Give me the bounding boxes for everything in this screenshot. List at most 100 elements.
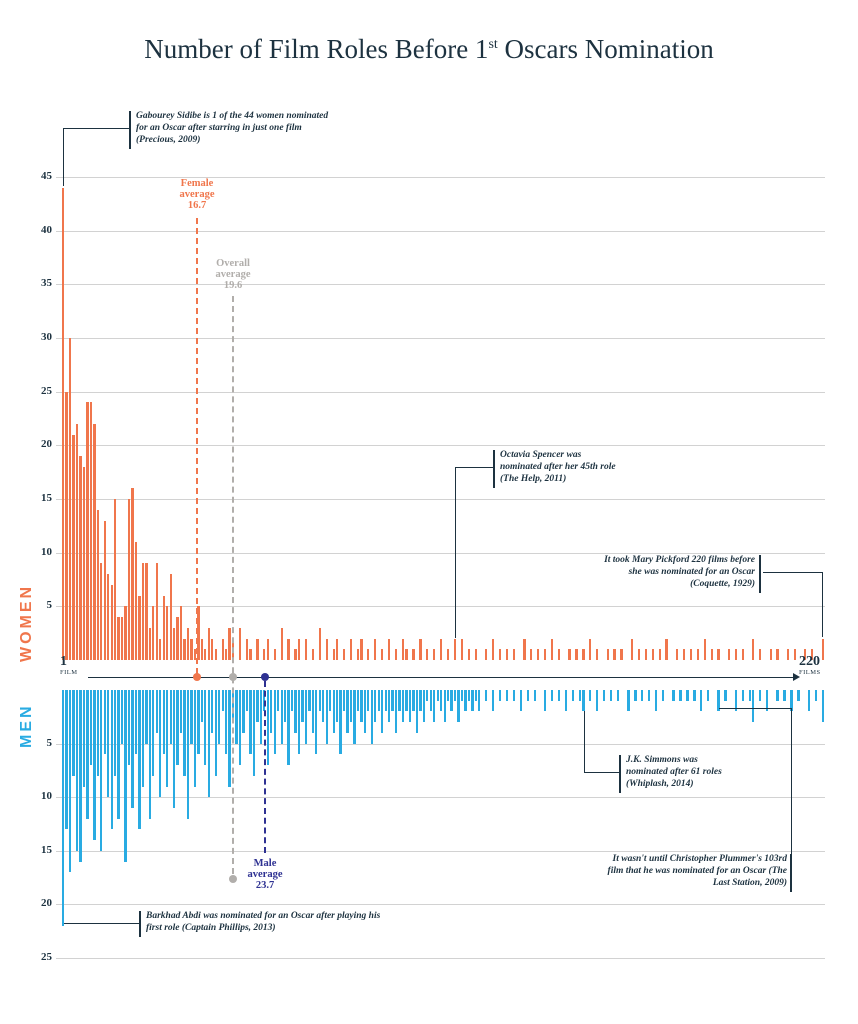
women-bar: [117, 617, 120, 660]
women-bar: [179, 606, 183, 660]
women-bar: [138, 595, 141, 660]
women-bar: [62, 187, 65, 660]
women-bar: [221, 638, 224, 660]
women-bar: [606, 649, 609, 660]
men-bar: [686, 690, 689, 701]
women-bar: [96, 509, 99, 660]
y-axis-tick-men: 5: [46, 736, 53, 749]
men-bar: [814, 690, 817, 701]
men-bar: [564, 690, 568, 712]
men-bar: [374, 690, 377, 723]
women-bar: [637, 649, 641, 660]
men-bar: [571, 690, 575, 701]
annotation-connector-line: [719, 708, 791, 709]
annotation-connector-line: [63, 128, 64, 186]
x-axis-start-label: 1 FILM: [60, 655, 78, 677]
women-bar: [134, 541, 138, 660]
women-bar: [183, 638, 186, 660]
men-bar: [370, 690, 373, 744]
men-bar: [204, 690, 207, 765]
men-bar: [89, 690, 93, 765]
men-bar: [557, 690, 561, 701]
women-bar: [204, 649, 207, 660]
men-bar: [190, 690, 193, 744]
women-bar: [717, 649, 720, 660]
male-average-label: Male average 23.7: [225, 858, 305, 891]
men-bar: [72, 690, 75, 776]
men-bar: [79, 690, 82, 862]
women-bar: [120, 617, 124, 660]
women-bar: [211, 638, 214, 660]
gridline-men: [56, 743, 825, 745]
women-bar: [335, 638, 339, 660]
men-bar: [82, 690, 86, 787]
men-bar: [249, 690, 252, 755]
women-bar: [405, 649, 408, 660]
women-bar: [741, 649, 745, 660]
men-bar: [301, 690, 304, 723]
chart-title: Number of Film Roles Before 1st Oscars N…: [0, 34, 858, 65]
women-bar: [752, 638, 755, 660]
women-bar: [228, 627, 231, 660]
men-bar: [700, 690, 703, 712]
annotation-connector-line: [759, 555, 761, 593]
female-average-word1: Female: [180, 178, 214, 189]
female-average-value: 16.7: [187, 200, 207, 211]
overall-average-dot-bottom: [229, 875, 237, 883]
gridline-men: [56, 797, 825, 799]
men-bar: [145, 690, 148, 744]
men-bar: [741, 690, 745, 701]
men-bar: [120, 690, 124, 744]
men-bar: [214, 690, 217, 776]
men-bar: [405, 690, 408, 712]
men-bar: [270, 690, 273, 733]
gridline-women: [56, 499, 825, 500]
men-bar: [443, 690, 446, 723]
men-bar: [360, 690, 363, 723]
men-bar: [460, 690, 464, 701]
men-bar: [609, 690, 613, 701]
men-bar: [235, 690, 238, 744]
men-bar: [176, 690, 179, 765]
women-bar: [492, 638, 495, 660]
women-bar: [367, 649, 370, 660]
y-axis-tick-women: 15: [41, 492, 52, 504]
y-axis-tick-women: 45: [41, 170, 52, 182]
women-bar: [166, 606, 169, 660]
men-bar: [179, 690, 183, 733]
men-bar: [734, 690, 738, 712]
women-bar: [575, 649, 578, 660]
annotation-connector-line: [455, 467, 456, 638]
women-bar: [412, 649, 415, 660]
women-bar: [388, 638, 391, 660]
women-bar: [155, 563, 158, 660]
male-average-word1: Male: [253, 858, 277, 869]
men-bar: [256, 690, 259, 723]
women-bar: [148, 627, 151, 660]
women-bar: [537, 649, 540, 660]
x-axis-start-unit: FILM: [60, 669, 78, 676]
men-bar: [200, 690, 204, 723]
annotation-connector-line: [584, 711, 585, 772]
women-bar: [793, 649, 797, 660]
men-bar: [287, 690, 290, 765]
women-bar: [703, 638, 706, 660]
women-bar: [342, 649, 346, 660]
gridline-women: [56, 445, 825, 447]
women-bar: [811, 649, 814, 660]
men-bar: [297, 690, 301, 755]
men-bar: [748, 690, 751, 701]
gridline-men: [56, 904, 825, 906]
men-bar: [627, 690, 630, 712]
x-axis-start-value: 1: [60, 654, 67, 669]
annotation-connector-line: [64, 923, 139, 924]
men-bar: [311, 690, 314, 733]
women-bar: [249, 649, 252, 660]
men-bar: [578, 690, 582, 701]
annotation-connector-line: [822, 572, 823, 637]
men-bar: [221, 690, 224, 712]
women-bar: [651, 649, 654, 660]
men-bar: [127, 690, 131, 765]
men-bar: [356, 690, 360, 712]
women-bar: [225, 649, 228, 660]
